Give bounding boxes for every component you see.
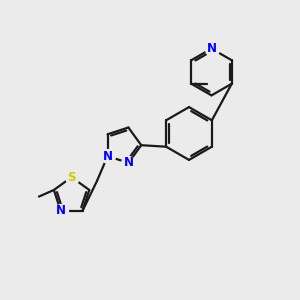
Text: N: N bbox=[56, 204, 66, 217]
Text: N: N bbox=[206, 42, 217, 55]
Text: N: N bbox=[123, 156, 134, 170]
Text: S: S bbox=[67, 171, 76, 184]
Text: N: N bbox=[103, 150, 112, 163]
